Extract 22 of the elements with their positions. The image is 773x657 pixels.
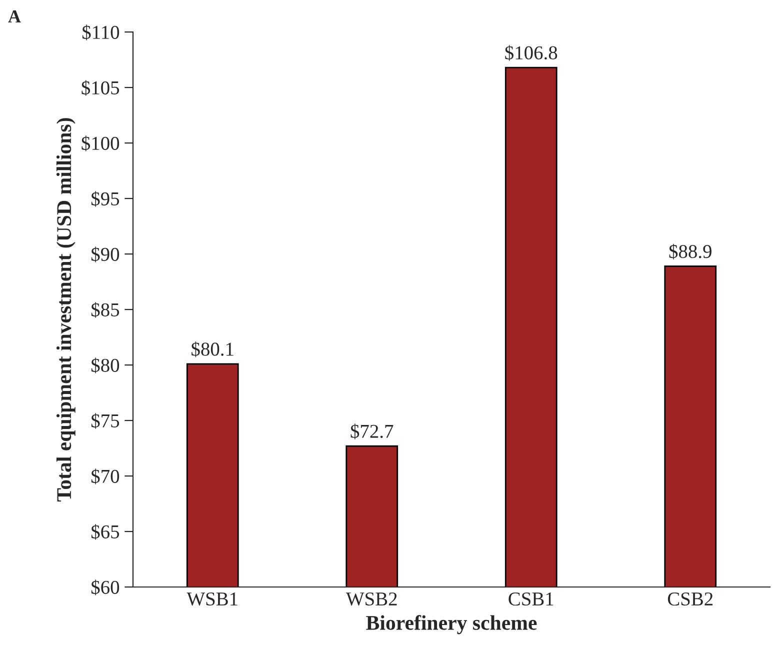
y-tick-label: $90 [91,246,120,262]
y-tick-label: $110 [82,24,120,40]
y-tick-label: $95 [91,191,120,207]
y-tick-label: $85 [91,302,120,318]
y-tick-label: $75 [91,413,120,429]
x-tick-label: WSB2 [346,592,397,606]
data-label: $72.7 [350,424,394,440]
y-tick-label: $70 [91,468,120,484]
y-tick-label: $65 [91,524,120,540]
x-tick-label: WSB1 [186,592,238,606]
data-label: $88.9 [669,244,712,260]
data-label: $106.8 [505,45,558,61]
y-tick-label: $80 [91,358,120,374]
text: A [8,10,21,22]
x-tick-label: CSB2 [668,592,713,606]
y-tick-label: $60 [91,580,120,596]
x-tick-label: CSB1 [508,592,554,606]
y-tick-label: $105 [82,80,120,96]
y-axis-title: Total equipment investment (USD millions) [56,118,76,502]
x-axis-title: Biorefinery scheme [366,615,537,634]
data-label: $80.1 [192,342,234,358]
y-tick-label: $100 [82,136,120,152]
